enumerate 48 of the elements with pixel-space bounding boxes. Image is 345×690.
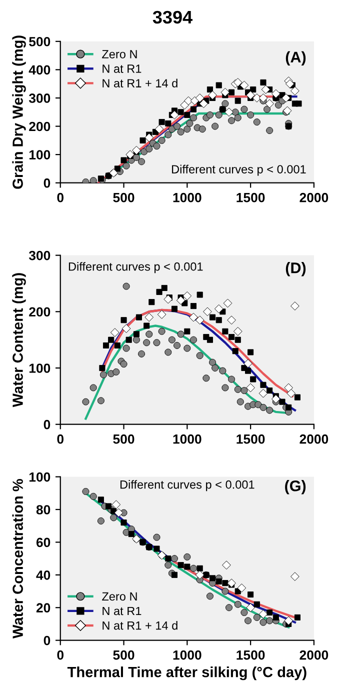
y-axis-title: Water Concentration %	[12, 478, 23, 638]
legend-label: N at R1	[102, 64, 142, 73]
y-tick-label: 0	[44, 420, 50, 430]
annotation: Different curves p < 0.001	[172, 164, 306, 176]
y-tick-label: 60	[36, 538, 50, 548]
y-axis-title: Grain Dry Weight (mg)	[12, 36, 26, 189]
x-tick-label: 2000	[300, 650, 328, 660]
y-tick-label: 80	[36, 505, 50, 514]
y-tick-label: 100	[29, 472, 50, 482]
y-tick-label: 40	[36, 570, 50, 580]
y-tick-label: 0	[44, 636, 50, 646]
x-tick-label: 500	[113, 192, 134, 202]
y-tick-label: 200	[29, 122, 50, 132]
x-tick-label: 1500	[236, 192, 265, 202]
y-tick-label: 500	[29, 36, 50, 46]
x-tick-label: 0	[57, 650, 64, 660]
annotation: (D)	[286, 262, 306, 276]
y-tick-label: 100	[29, 364, 50, 373]
x-tick-label: 500	[113, 650, 134, 660]
annotation: (A)	[286, 51, 306, 66]
annotation: Different curves p < 0.001	[120, 480, 254, 492]
legend-label: N at R1 + 14 d	[102, 78, 178, 88]
y-tick-label: 0	[44, 178, 50, 188]
legend-label: N at R1 + 14 d	[102, 621, 178, 630]
y-tick-label: 300	[28, 250, 50, 260]
annotation: (G)	[285, 480, 306, 494]
x-tick-label: 500	[113, 434, 134, 444]
x-tick-label: 1000	[173, 434, 202, 444]
y-tick-label: 200	[29, 307, 50, 317]
x-tick-label: 2000	[300, 434, 328, 444]
y-tick-label: 300	[28, 94, 50, 103]
x-tick-label: 1000	[173, 192, 202, 202]
x-axis-title: Thermal Time after silking (°C day)	[67, 666, 306, 680]
y-tick-label: 20	[36, 603, 50, 613]
annotation: Different curves p < 0.001	[68, 262, 203, 274]
y-axis-title: Water Content (mg)	[12, 273, 26, 408]
x-tick-label: 1000	[173, 650, 202, 660]
y-tick-label: 400	[28, 65, 50, 75]
x-tick-label: 0	[57, 192, 64, 202]
x-tick-label: 1500	[236, 434, 265, 444]
x-tick-label: 0	[57, 434, 64, 444]
y-tick-label: 100	[29, 150, 50, 160]
legend-label: N at R1	[102, 606, 142, 616]
x-tick-label: 1500	[236, 650, 265, 660]
legend-label: Zero N	[102, 592, 137, 601]
legend-label: Zero N	[102, 50, 137, 58]
chart-title: 3394	[152, 10, 192, 24]
x-tick-label: 2000	[300, 192, 328, 202]
